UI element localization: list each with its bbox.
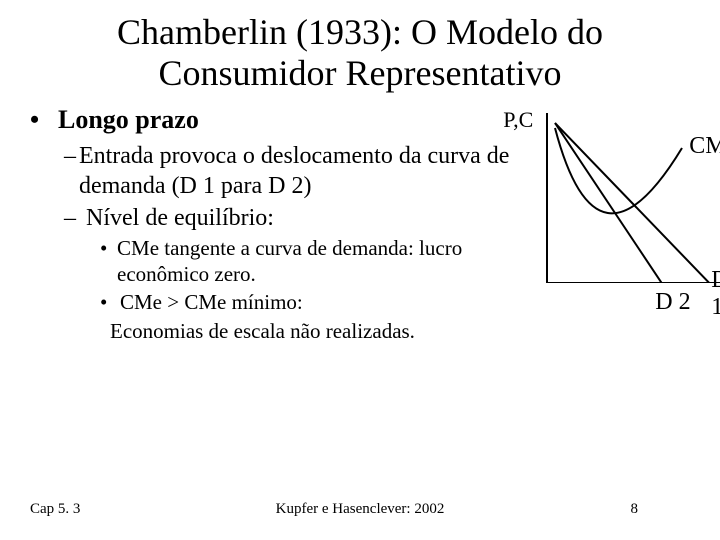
bullet-marker: • [30,105,58,135]
footer: Cap 5. 3 Kupfer e Hasenclever: 2002 8 [30,501,690,518]
curve-label-d1: D 1 [711,267,720,321]
chart-wrap: P,C CMe D 1 D 2 Q [537,113,720,288]
bullet-text: Longo prazo [58,105,199,135]
curve-label-d2: D 2 [655,289,690,316]
dash-marker: – [64,203,86,233]
axis-label-y: P,C [503,107,533,133]
dot-marker: • [100,235,117,288]
text-column: • Longo prazo – Entrada provoca o desloc… [30,105,537,344]
bullet-level1: • Longo prazo [30,105,533,135]
bullet-level3: • CMe > CMe mínimo: [100,289,533,315]
bullet-text: CMe > CMe mínimo: [120,289,303,315]
slide-title: Chamberlin (1933): O Modelo do Consumido… [30,12,690,95]
dash-marker: – [64,141,79,201]
bullet-level3-continuation: Economias de escala não realizadas. [110,318,533,344]
dot-marker: • [100,289,120,315]
bullet-level2: – Entrada provoca o deslocamento da curv… [64,141,533,201]
slide: Chamberlin (1933): O Modelo do Consumido… [0,0,720,540]
bullet-text: Entrada provoca o deslocamento da curva … [79,141,533,201]
bullet-level2: – Nível de equilíbrio: [64,203,533,233]
bullet-text: Nível de equilíbrio: [86,203,274,233]
curve-label-cme: CMe [689,133,720,160]
footer-center: Kupfer e Hasenclever: 2002 [30,501,690,518]
bullet-text: CMe tangente a curva de demanda: lucro e… [117,235,533,288]
bullet-level3: • CMe tangente a curva de demanda: lucro… [100,235,533,288]
content-row: • Longo prazo – Entrada provoca o desloc… [30,105,690,344]
